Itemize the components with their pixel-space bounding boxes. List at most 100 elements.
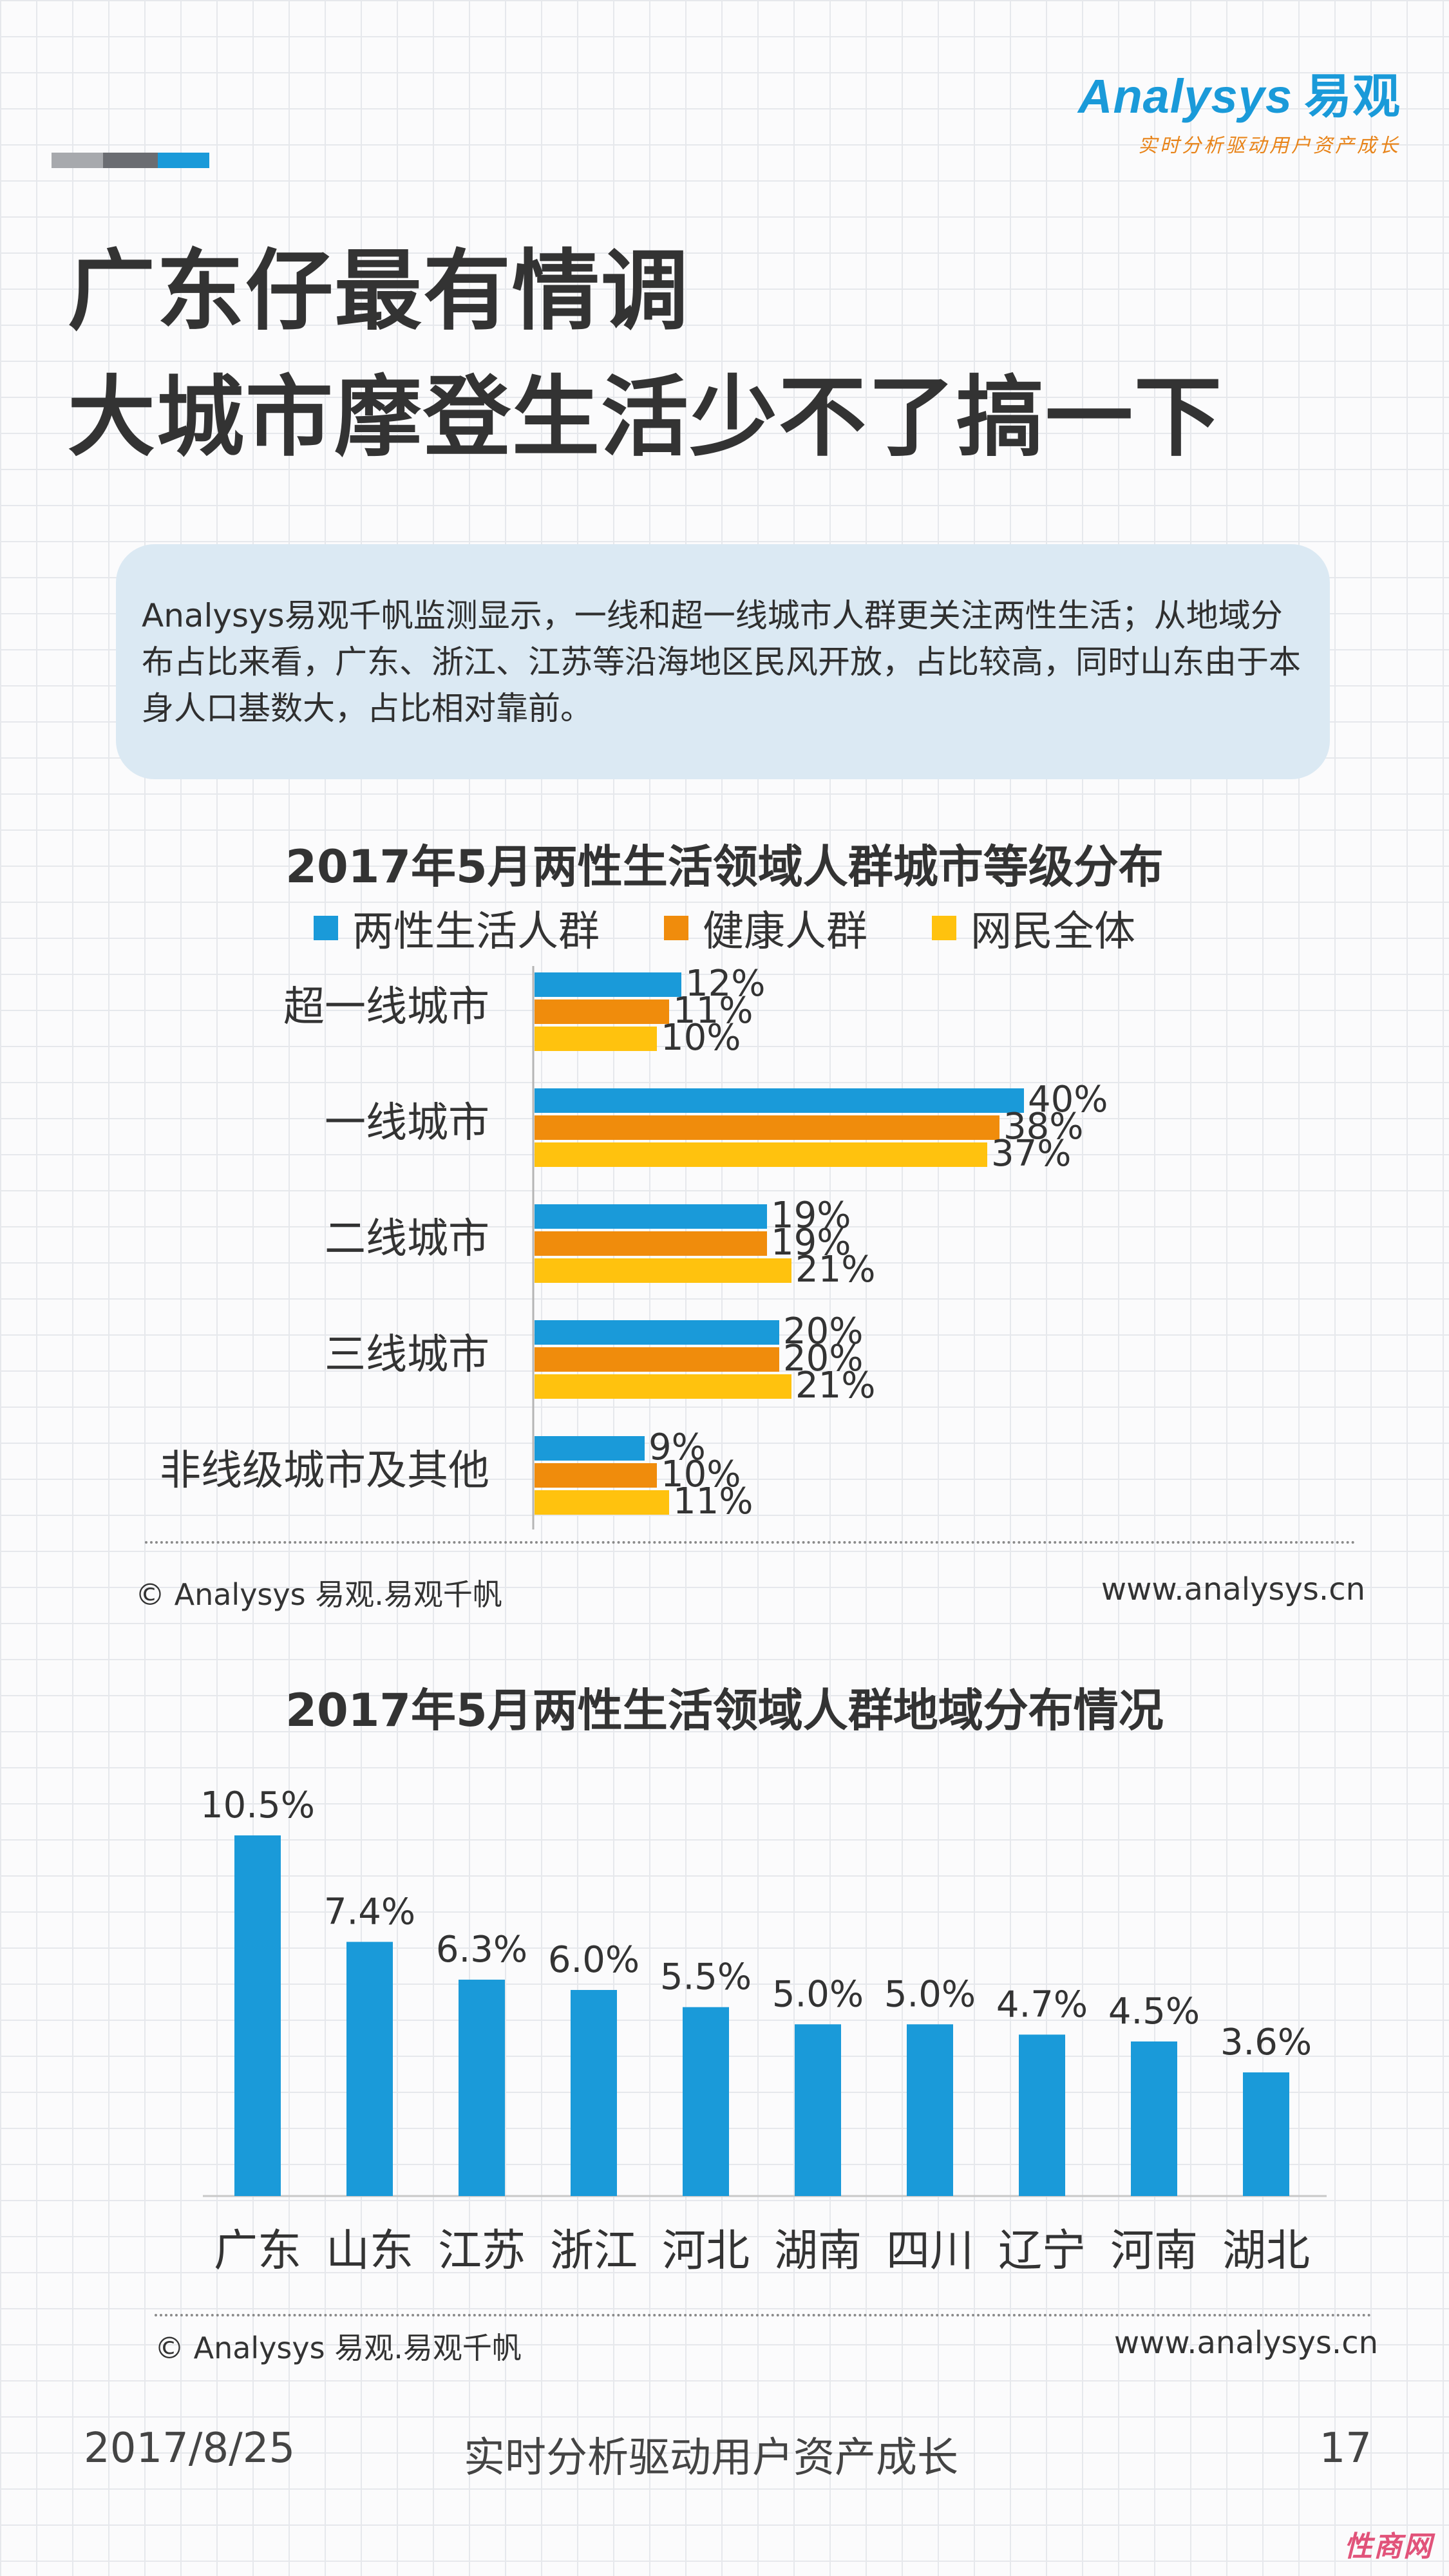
chart1-bar-sex-life <box>535 1088 1024 1113</box>
chart2-category-label: 四川 <box>886 2226 974 2277</box>
deco-segment-dark <box>103 153 158 168</box>
chart2-data-label: 3.6% <box>1220 2022 1312 2063</box>
footer-slogan: 实时分析驱动用户资产成长 <box>464 2434 958 2482</box>
chart1-data-label: 11% <box>673 990 753 1032</box>
chart1-bar-netizens <box>535 1142 987 1167</box>
chart2-bar <box>346 1942 393 2196</box>
chart2-data-label: 4.7% <box>996 1984 1088 2025</box>
chart1-title: 2017年5月两性生活领域人群城市等级分布 <box>285 840 1164 893</box>
chart1-data-label: 20% <box>783 1311 863 1352</box>
legend-swatch-orange <box>664 916 688 940</box>
chart1-data-label: 10% <box>661 1454 741 1495</box>
chart1-bar-sex-life <box>535 972 681 997</box>
title-line-1: 广东仔最有情调 <box>68 241 690 343</box>
chart2-site: www.analysys.cn <box>1113 2325 1378 2361</box>
chart1-bar-netizens <box>535 1027 657 1051</box>
summary-box: Analysys易观千帆监测显示，一线和超一线城市人群更关注两性生活；从地域分布… <box>116 544 1330 779</box>
chart2-bar <box>1019 2034 1065 2196</box>
chart2-data-label: 5.0% <box>772 1973 864 2015</box>
chart1-divider <box>145 1541 1356 1544</box>
chart1-source: © Analysys 易观.易观千帆 <box>135 1577 502 1612</box>
chart2-category-label: 湖北 <box>1222 2226 1310 2277</box>
chart2-bar <box>1243 2072 1289 2196</box>
chart2-category-label: 河南 <box>1110 2226 1198 2277</box>
chart2-data-label: 4.5% <box>1108 1991 1200 2032</box>
chart1-bar-health <box>535 1463 657 1488</box>
chart1-data-label: 10% <box>661 1017 741 1059</box>
header-deco-bar <box>52 153 209 168</box>
chart1-data-label: 12% <box>685 963 765 1005</box>
corner-watermark: 性商网 <box>1344 2530 1433 2563</box>
chart1-site: www.analysys.cn <box>1101 1571 1365 1607</box>
chart1-data-label: 40% <box>1028 1079 1108 1121</box>
logo-text: nalysys <box>1113 70 1293 123</box>
chart1-data-label: 21% <box>795 1365 875 1406</box>
chart2-bar <box>571 1990 617 2196</box>
chart2-bar <box>795 2024 841 2196</box>
chart1-category-label: 超一线城市 <box>283 983 489 1031</box>
footer-date: 2017/8/25 <box>84 2425 296 2472</box>
page-title: 广东仔最有情调 大城市摩登生活少不了搞一下 <box>68 229 1223 481</box>
legend-swatch-yellow <box>932 916 956 940</box>
logo-prefix: A <box>1078 70 1113 123</box>
chart2-data-label: 6.0% <box>548 1939 639 1981</box>
chart2-data-label: 10.5% <box>200 1785 315 1826</box>
analysys-logo: Analysys 易观 实时分析驱动用户资产成长 <box>1078 58 1401 158</box>
chart2-bar <box>907 2024 953 2196</box>
chart1-bar-netizens <box>535 1490 669 1515</box>
chart1-bar-health <box>535 1115 999 1140</box>
chart2-category-label: 江苏 <box>438 2226 526 2277</box>
chart1-category-label: 三线城市 <box>325 1331 489 1379</box>
chart1-data-label: 19% <box>771 1222 851 1264</box>
chart1-legend: 两性生活人群 健康人群 网民全体 <box>0 898 1449 958</box>
chart1-bar-health <box>535 1231 767 1256</box>
legend-swatch-blue <box>314 916 338 940</box>
chart1-data-label: 20% <box>783 1338 863 1379</box>
chart2-category-label: 辽宁 <box>998 2226 1086 2277</box>
chart1-data-label: 37% <box>991 1133 1071 1175</box>
chart1-category-label: 二线城市 <box>325 1215 489 1263</box>
chart1-bar-netizens <box>535 1258 791 1283</box>
chart2-category-label: 山东 <box>326 2226 413 2277</box>
summary-text: Analysys易观千帆监测显示，一线和超一线城市人群更关注两性生活；从地域分布… <box>142 597 1301 727</box>
chart2-data-label: 6.3% <box>436 1929 527 1971</box>
chart1-data-label: 11% <box>673 1481 753 1522</box>
chart1-data-label: 21% <box>795 1249 875 1291</box>
chart1-bar-sex-life <box>535 1320 779 1345</box>
chart2-divider <box>155 2314 1372 2316</box>
chart2-bar <box>459 1980 505 2196</box>
chart2-title: 2017年5月两性生活领域人群地域分布情况 <box>285 1684 1164 1737</box>
chart2-bar <box>1131 2041 1177 2196</box>
chart1-data-label: 38% <box>1003 1106 1083 1148</box>
chart2-bar <box>683 2007 729 2196</box>
chart1-bar-sex-life <box>535 1204 767 1229</box>
chart2-data-label: 7.4% <box>324 1891 415 1933</box>
chart2-source: © Analysys 易观.易观千帆 <box>155 2331 522 2365</box>
chart1-bar-sex-life <box>535 1436 645 1461</box>
chart2-category-label: 广东 <box>214 2226 301 2277</box>
legend-item-health: 健康人群 <box>664 898 867 958</box>
legend-item-all-netizens: 网民全体 <box>932 898 1135 958</box>
chart2-data-label: 5.5% <box>660 1956 752 1998</box>
chart2-svg: 10.5% 广东 7.4% 山东 6.3% 江苏 6.0% 浙江 5.5% 河北 5.0% 湖南 5.0… <box>200 1785 1327 2277</box>
chart1-bar-health <box>535 999 669 1024</box>
chart1-bar-netizens <box>535 1374 791 1399</box>
legend-label: 网民全体 <box>971 908 1135 956</box>
chart2-data-label: 5.0% <box>884 1973 976 2015</box>
chart1-data-label: 19% <box>771 1195 851 1236</box>
chart1-category-label: 非线级城市及其他 <box>160 1447 489 1495</box>
chart1-svg: 超一线城市 12%11%10%一线城市 40%38%37%二线城市 19%19%21%… <box>160 963 1108 1530</box>
chart1-data-label: 9% <box>649 1426 706 1468</box>
legend-label: 健康人群 <box>703 908 867 956</box>
title-line-2: 大城市摩登生活少不了搞一下 <box>68 367 1223 469</box>
deco-segment-blue <box>158 153 209 168</box>
chart1-bar-health <box>535 1347 779 1372</box>
chart2-category-label: 河北 <box>662 2226 750 2277</box>
chart2-category-label: 浙江 <box>550 2226 638 2277</box>
chart1-category-label: 一线城市 <box>325 1099 489 1147</box>
deco-segment-light <box>52 153 103 168</box>
logo-slogan: 实时分析驱动用户资产成长 <box>1138 135 1401 157</box>
logo-cn: 易观 <box>1304 69 1401 124</box>
legend-label: 两性生活人群 <box>352 908 600 956</box>
legend-item-sex-life: 两性生活人群 <box>314 898 600 958</box>
